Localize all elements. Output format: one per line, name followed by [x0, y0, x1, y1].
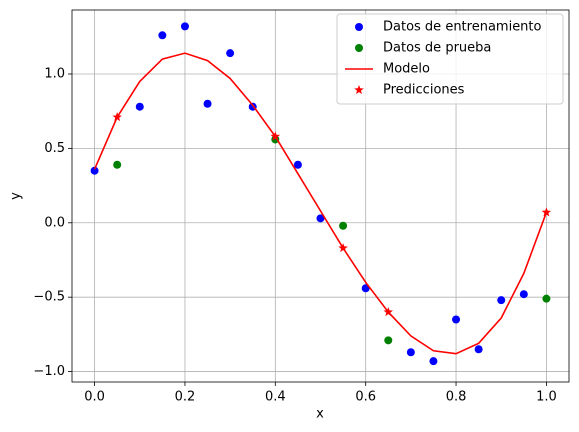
legend-label: Modelo: [383, 62, 430, 77]
point: [452, 315, 461, 324]
legend-swatch: [355, 44, 363, 52]
legend-swatch: [354, 85, 364, 95]
point: [383, 307, 394, 317]
point: [338, 243, 348, 253]
point: [158, 31, 167, 40]
legend-label: Datos de entrenamiento: [383, 20, 542, 35]
legend-box: [336, 13, 564, 105]
point: [293, 160, 302, 169]
legend-swatch: [355, 23, 363, 31]
x-tick-label: 0.4: [265, 390, 286, 405]
point: [180, 22, 189, 31]
plot-frame: [71, 9, 570, 383]
y-tick-label: 0.5: [44, 141, 65, 156]
point: [339, 221, 348, 230]
x-axis-label: x: [316, 407, 324, 422]
model-line: [93, 52, 548, 355]
point: [474, 345, 483, 354]
point: [384, 336, 393, 345]
point: [429, 357, 438, 366]
point: [135, 102, 144, 111]
point: [90, 166, 99, 175]
point: [203, 99, 212, 108]
point: [519, 290, 528, 299]
point: [316, 214, 325, 223]
legend-label: Predicciones: [383, 83, 465, 98]
x-tick-label: 0.0: [84, 390, 105, 405]
point: [270, 131, 281, 141]
y-tick-label: −1.0: [33, 364, 65, 379]
point: [113, 160, 122, 169]
y-tick-label: 1.0: [44, 66, 65, 81]
x-tick-label: 0.2: [175, 390, 196, 405]
point: [226, 49, 235, 58]
point: [406, 348, 415, 357]
point: [541, 207, 552, 217]
legend-label: Datos de prueba: [383, 41, 491, 56]
y-tick-label: 0.0: [44, 215, 65, 230]
y-tick-label: −0.5: [33, 290, 65, 305]
x-tick-label: 0.8: [446, 390, 467, 405]
y-axis-label: y: [9, 192, 24, 200]
point: [112, 112, 122, 122]
x-tick-label: 1.0: [536, 390, 557, 405]
point: [542, 294, 551, 303]
x-tick-label: 0.6: [355, 390, 376, 405]
point: [497, 296, 506, 305]
